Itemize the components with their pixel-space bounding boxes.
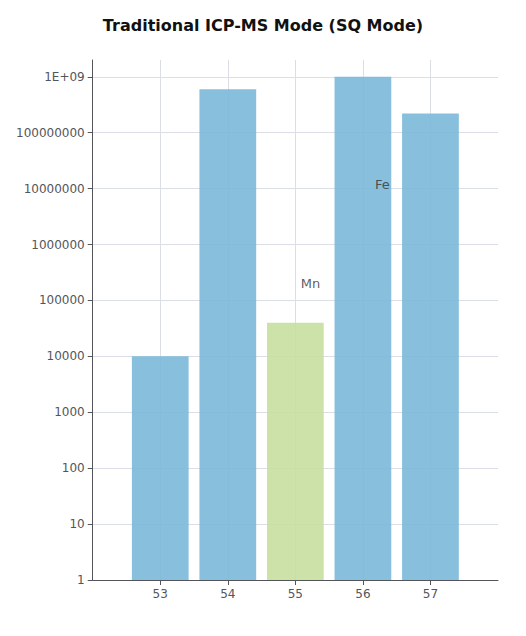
svg-text:Traditional ICP-MS Mode (SQ Mo: Traditional ICP-MS Mode (SQ Mode) [103,16,423,35]
svg-text:53: 53 [153,587,168,601]
svg-text:10000: 10000 [47,349,85,363]
svg-text:Mn: Mn [301,276,320,291]
svg-text:1: 1 [77,573,85,587]
svg-text:10: 10 [69,517,84,531]
svg-text:1E+09: 1E+09 [44,70,85,84]
svg-text:100000: 100000 [39,293,85,307]
svg-text:56: 56 [355,587,370,601]
svg-text:100000000: 100000000 [16,126,85,140]
svg-text:1000: 1000 [54,405,85,419]
svg-text:100: 100 [62,461,85,475]
svg-text:57: 57 [423,587,438,601]
svg-text:55: 55 [288,587,303,601]
svg-text:Fe: Fe [375,177,390,192]
svg-text:10000000: 10000000 [24,182,85,196]
svg-text:54: 54 [220,587,235,601]
svg-text:1000000: 1000000 [31,238,84,252]
